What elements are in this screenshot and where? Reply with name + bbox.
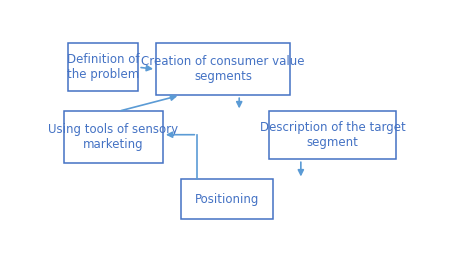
Text: Creation of consumer value
segments: Creation of consumer value segments bbox=[141, 55, 304, 83]
FancyBboxPatch shape bbox=[156, 43, 290, 95]
Text: Definition of
the problem: Definition of the problem bbox=[66, 53, 139, 81]
FancyBboxPatch shape bbox=[180, 179, 272, 219]
Text: Description of the target
segment: Description of the target segment bbox=[259, 121, 404, 149]
Text: Using tools of sensory
marketing: Using tools of sensory marketing bbox=[48, 123, 178, 151]
FancyBboxPatch shape bbox=[268, 111, 395, 159]
Text: Positioning: Positioning bbox=[194, 193, 258, 206]
FancyBboxPatch shape bbox=[67, 43, 138, 91]
FancyBboxPatch shape bbox=[64, 111, 163, 163]
